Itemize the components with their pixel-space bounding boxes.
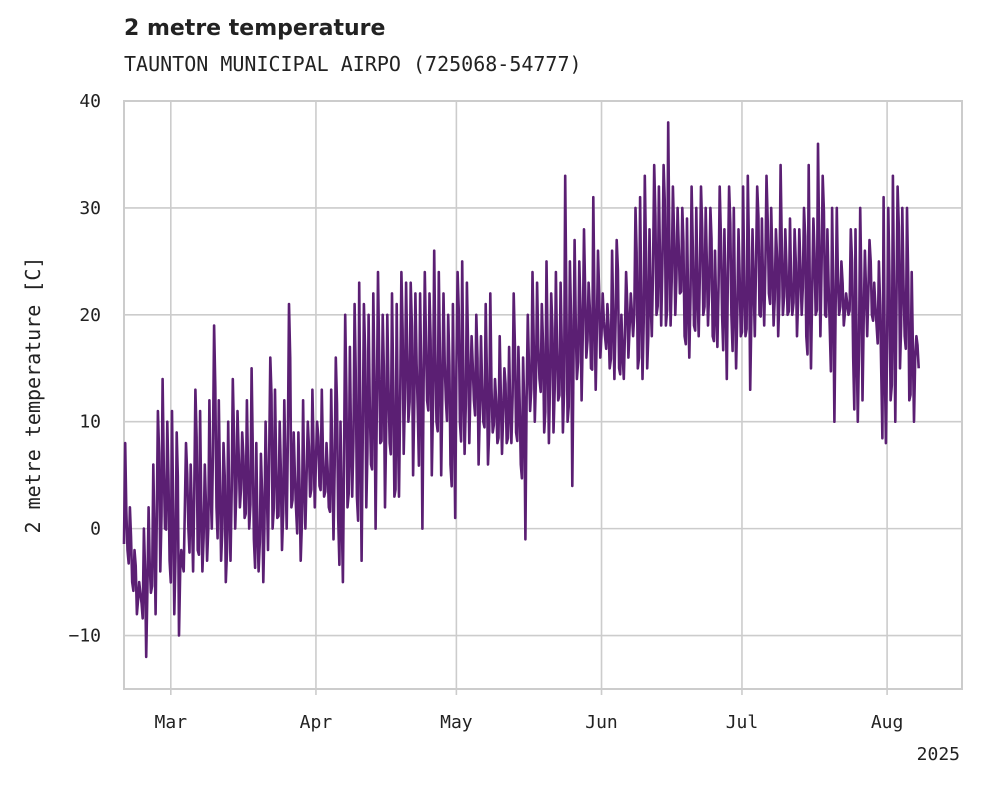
y-tick-label: 40 (79, 91, 101, 112)
y-tick-labels: −10 0 10 20 30 40 (68, 91, 101, 647)
x-tick-label: May (440, 712, 473, 733)
x-tick-label: Aug (871, 712, 904, 733)
y-tick-label: −10 (68, 626, 101, 647)
x-axis-year-label: 2025 (917, 744, 960, 765)
y-tick-label: 30 (79, 198, 101, 219)
y-axis-label: 2 metre temperature [C] (21, 257, 45, 534)
x-tick-label: Mar (155, 712, 188, 733)
y-tick-label: 10 (79, 412, 101, 433)
x-tick-labels: Mar Apr May Jun Jul Aug (155, 712, 904, 733)
temperature-series-line (122, 121, 920, 659)
y-tick-label: 20 (79, 305, 101, 326)
y-tick-label: 0 (90, 519, 101, 540)
chart-subtitle: TAUNTON MUNICIPAL AIRPO (725068-54777) (124, 52, 582, 76)
x-tick-label: Apr (300, 712, 333, 733)
chart-title: 2 metre temperature (124, 16, 386, 41)
x-tick-label: Jul (726, 712, 759, 733)
x-tick-label: Jun (585, 712, 618, 733)
plot-frame (123, 100, 963, 690)
series-layer (122, 121, 920, 659)
